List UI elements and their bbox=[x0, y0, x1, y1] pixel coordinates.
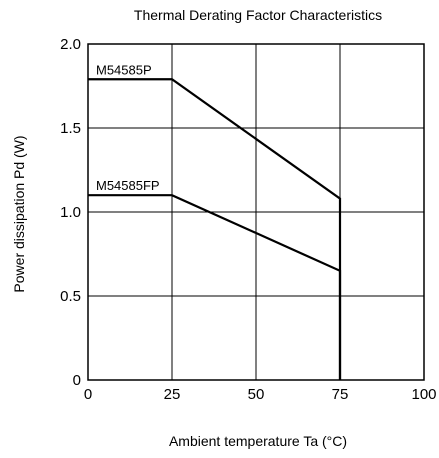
y-axis-label: Power dissipation Pd (W) bbox=[11, 135, 27, 292]
tick-labels: 0 25 50 75 100 0 0.5 1.0 1.5 2.0 bbox=[60, 36, 436, 403]
chart-title: Thermal Derating Factor Characteristics bbox=[134, 7, 382, 23]
series-line bbox=[88, 78, 342, 380]
x-tick-label: 50 bbox=[248, 386, 265, 403]
series-label: M54585FP bbox=[96, 178, 160, 193]
y-tick-label: 2.0 bbox=[60, 36, 81, 53]
x-tick-label: 25 bbox=[164, 386, 181, 403]
series-label: M54585P bbox=[96, 62, 152, 77]
x-tick-label: 75 bbox=[332, 386, 349, 403]
x-axis-label: Ambient temperature Ta (°C) bbox=[169, 433, 347, 449]
y-tick-label: 0 bbox=[73, 372, 81, 389]
y-tick-label: 1.5 bbox=[60, 120, 81, 137]
x-tick-label: 100 bbox=[411, 386, 436, 403]
series-line bbox=[88, 194, 342, 380]
x-tick-label: 0 bbox=[84, 386, 92, 403]
y-tick-label: 0.5 bbox=[60, 288, 81, 305]
grid-lines bbox=[88, 44, 424, 380]
series-layer: M54585P M54585FP bbox=[88, 62, 342, 380]
plot-area-frame bbox=[87, 43, 425, 381]
y-tick-label: 1.0 bbox=[60, 204, 81, 221]
